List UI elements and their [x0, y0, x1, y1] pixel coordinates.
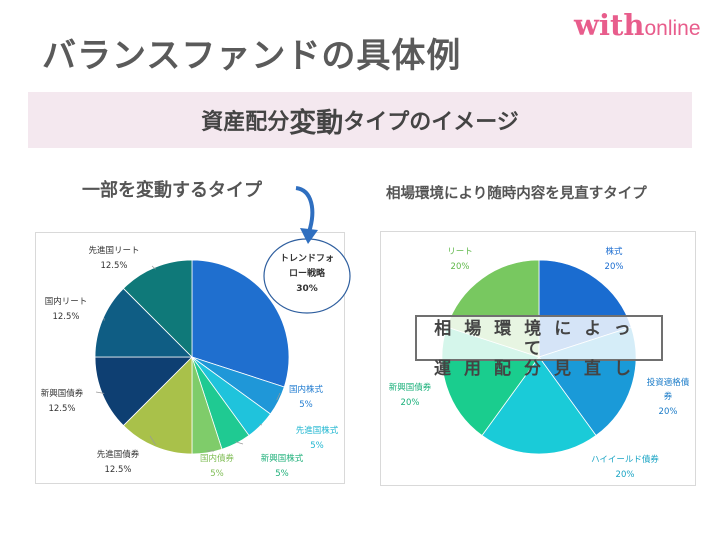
pie1-label-6: 新興国債券 12.5%	[41, 388, 84, 414]
overlay-line-1: 相場環境によって	[434, 319, 644, 359]
pie1-slice-5	[122, 356, 193, 455]
pie1-label-7: 国内リート 12.5%	[45, 296, 88, 322]
arrow-shaft	[295, 186, 315, 233]
banner-part-2: 変動	[289, 107, 344, 139]
logo-online: online	[644, 17, 701, 40]
banner-part-3: タイプのイメージ	[343, 110, 519, 135]
arrow-head-icon	[300, 228, 318, 244]
rebalance-overlay-box: 相場環境によって 運用配分見直し	[415, 315, 663, 379]
pie2-label-3: 新興国債券 20%	[389, 382, 432, 408]
subtitle-banner: 資産配分 変動 タイプのイメージ	[28, 92, 692, 148]
pie1-label-1: 国内株式 5%	[289, 384, 324, 410]
brand-logo: withonline	[574, 8, 701, 42]
callout-line-3: 30%	[296, 284, 318, 294]
overlay-line-2: 運用配分見直し	[434, 359, 644, 379]
page-title: バランスファンドの具体例	[42, 36, 462, 76]
pie1-label-4: 国内債券 5%	[200, 453, 235, 479]
pie1-label-2: 先進国株式 5%	[296, 425, 339, 451]
logo-with: with	[574, 8, 645, 42]
left-chart-heading: 一部を変動するタイプ	[82, 180, 262, 201]
pie1-leader-2	[259, 423, 263, 426]
pie1-leader-3	[235, 441, 244, 445]
pie1-slice-6	[94, 356, 193, 427]
pie1-label-3: 新興国株式 5%	[261, 453, 304, 479]
pie1-slice-0	[191, 259, 290, 388]
pie2-label-0: 株式 20%	[605, 246, 624, 272]
pie1-label-5: 先進国債券 12.5%	[97, 449, 140, 475]
pie2-label-4: リート 20%	[447, 247, 473, 272]
callout-line-2: ロー戦略	[288, 269, 325, 279]
callout-line-1: トレンドフォ	[279, 254, 334, 264]
banner-part-1: 資産配分	[201, 110, 290, 135]
pie1-leader-8	[151, 265, 156, 270]
pie2-slice-2	[481, 356, 597, 455]
pie2-label-1: 投資適格債券 20%	[647, 377, 690, 417]
pie1-leader-1	[276, 392, 281, 401]
callout-label: トレンドフォ ロー戦略 30%	[264, 252, 350, 297]
pie1-leader-5	[149, 435, 156, 446]
right-chart-heading: 相場環境により随時内容を見直すタイプ	[386, 186, 647, 202]
pie1-slice-8	[122, 259, 193, 358]
pie2-label-2: ハイイールド債券 20%	[591, 454, 659, 480]
pie1-slice-7	[94, 287, 193, 358]
pie1-leader-6	[95, 391, 105, 394]
pie1-label-8: 先進国リート 12.5%	[88, 245, 139, 271]
